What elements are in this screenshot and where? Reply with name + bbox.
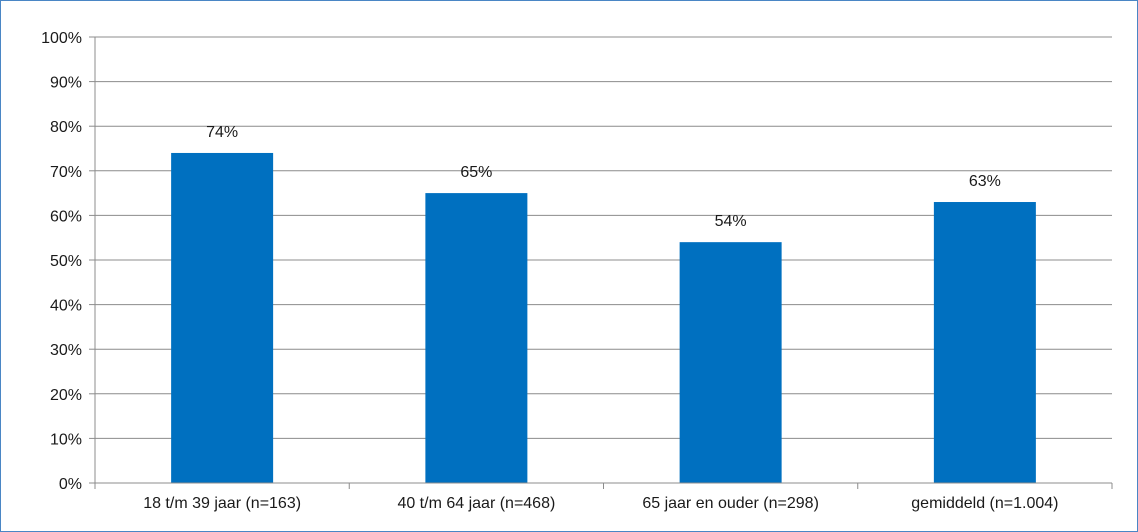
- category-label-1: 40 t/m 64 jaar (n=468): [397, 495, 555, 512]
- bar-2: [679, 242, 782, 483]
- y-tick-label-9: 90%: [50, 75, 82, 92]
- data-label-1: 65%: [460, 164, 492, 181]
- axes: [89, 36, 1113, 489]
- data-label-0: 74%: [206, 124, 238, 141]
- y-tick-label-5: 50%: [50, 253, 82, 270]
- data-label-3: 63%: [969, 173, 1001, 190]
- bar-1: [425, 193, 528, 483]
- bar-0: [171, 152, 274, 483]
- labels: 0% 10% 20% 30% 40% 50% 60% 70% 80% 90% 100% 74% 18 t…: [41, 30, 1058, 512]
- y-tick-label-7: 70%: [50, 164, 82, 181]
- y-tick-label-4: 40%: [50, 298, 82, 315]
- bars: [171, 152, 1036, 483]
- y-tick-label-1: 10%: [50, 431, 82, 448]
- y-tick-label-2: 20%: [50, 387, 82, 404]
- category-label-0: 18 t/m 39 jaar (n=163): [143, 495, 301, 512]
- category-label-3: gemiddeld (n=1.004): [911, 495, 1058, 512]
- y-tick-label-3: 30%: [50, 342, 82, 359]
- y-tick-label-10: 100%: [41, 30, 82, 47]
- category-label-2: 65 jaar en ouder (n=298): [642, 495, 819, 512]
- y-tick-label-6: 60%: [50, 208, 82, 225]
- y-tick-label-8: 80%: [50, 119, 82, 136]
- bar-3: [933, 202, 1036, 483]
- y-tick-label-0: 0%: [59, 476, 82, 493]
- data-label-2: 54%: [715, 213, 747, 230]
